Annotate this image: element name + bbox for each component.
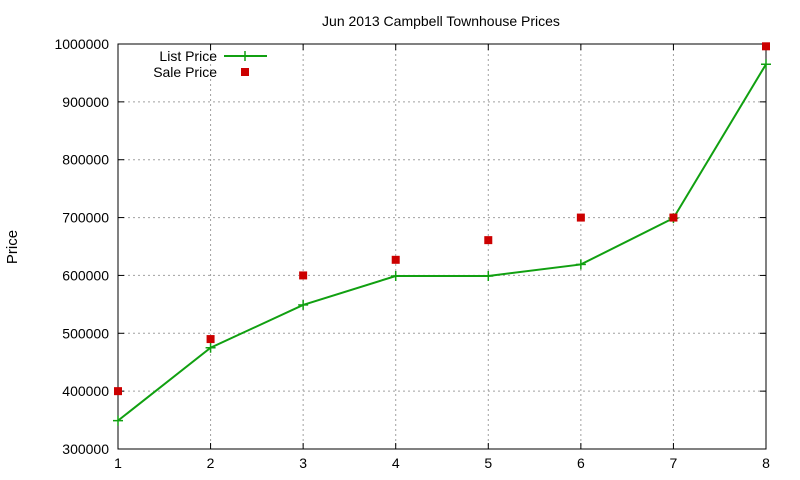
data-point-cross [761,59,771,70]
grid-lines [118,44,766,449]
series-line [117,63,767,422]
series-2 [114,42,770,396]
y-tick-label: 700000 [62,210,109,226]
data-point-cross [205,342,216,353]
x-tick-label: 2 [207,455,215,471]
legend-label: Sale Price [153,64,217,80]
plot-frame [117,43,767,450]
data-point-square [576,213,585,222]
y-tick-label: 1000000 [54,36,109,52]
chart-title: Jun 2013 Campbell Townhouse Prices [322,13,560,29]
data-point-square [484,236,493,245]
series-1 [113,59,771,426]
data-point-cross [298,299,309,310]
legend-item: List Price [159,48,267,64]
x-tick-label: 5 [484,455,492,471]
x-tick-label: 4 [392,455,400,471]
y-tick-label: 800000 [62,152,109,168]
data-point-cross [575,259,586,270]
data-point-square [762,42,770,51]
x-tick-label: 6 [577,455,585,471]
data-point-cross [483,271,494,282]
data-point-square [391,255,400,264]
x-tick-label: 7 [670,455,678,471]
x-tick-label: 1 [114,455,122,471]
y-axis-label: Price [4,230,21,264]
x-tick-label: 3 [299,455,307,471]
data-point-square [299,271,308,280]
series-layer [113,42,771,426]
y-tick-label: 400000 [62,383,109,399]
y-tick-label: 300000 [62,441,109,457]
data-point-square [114,387,122,396]
data-point-cross [113,415,123,426]
axis-ticks: 1 2 3 4 5 6 7 8 300000 400000 500000 600000 700000 80… [54,36,770,471]
legend-cross-sample [240,51,250,61]
y-tick-label: 600000 [62,267,109,283]
x-tick-label: 8 [762,455,770,471]
legend-item: Sale Price [153,64,249,80]
legend-square-sample [241,68,249,76]
y-tick-label: 900000 [62,94,109,110]
data-point-square [669,213,678,222]
data-point-cross [390,271,401,282]
legend-label: List Price [159,48,217,64]
y-tick-label: 500000 [62,325,109,341]
data-point-square [206,335,215,344]
